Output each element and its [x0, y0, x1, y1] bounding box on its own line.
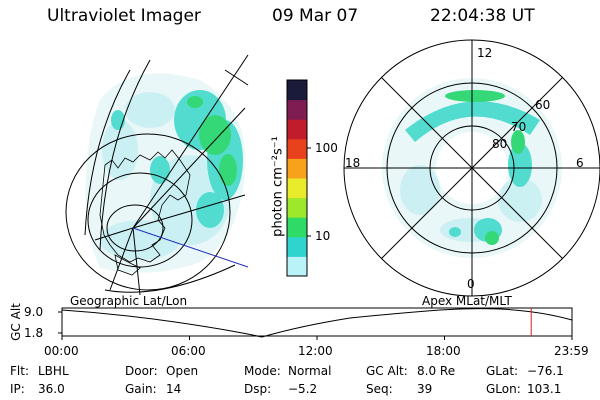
instrument-title: Ultraviolet Imager: [47, 6, 201, 26]
mlt-label-6: 6: [576, 156, 584, 170]
mlat-label-70: 70: [511, 120, 527, 134]
timeline-axis-label: GC Alt: [9, 303, 23, 341]
colorbar-tick-10: 10: [315, 229, 331, 243]
x-tick-1200: 12:00: [298, 344, 333, 358]
colorbar-cell: [287, 80, 307, 101]
gain-key: Gain:: [125, 382, 157, 396]
x-tick-1800: 18:00: [426, 344, 461, 358]
dsp-key: Dsp:: [244, 382, 272, 396]
seq-value: 39: [417, 382, 433, 396]
timeline-left-title: Geographic Lat/Lon: [70, 294, 188, 308]
date-label: 09 Mar 07: [272, 6, 359, 26]
glat-value: −76.1: [527, 364, 564, 378]
flt-value: LBHL: [38, 364, 69, 378]
colorbar-tick-100: 100: [315, 141, 338, 155]
geographic-image: [65, 54, 249, 296]
glon-value: 103.1: [527, 382, 562, 396]
glon-key: GLon:: [486, 382, 521, 396]
dsp-value: −5.2: [288, 382, 318, 396]
ip-key: IP:: [10, 382, 25, 396]
timeline-right-title: Apex MLat/MLT: [422, 294, 512, 308]
gain-value: 14: [166, 382, 182, 396]
colorbar-cell: [287, 236, 307, 257]
y-tick-1-8: 1.8: [24, 326, 44, 340]
time-label: 22:04:38 UT: [430, 6, 535, 26]
door-value: Open: [166, 364, 199, 378]
colorbar-unit-label: photon cm⁻²s⁻¹: [270, 136, 286, 237]
gc-alt-key: GC Alt:: [366, 364, 408, 378]
x-tick-2359: 23:59: [554, 344, 589, 358]
y-tick-9: 9.0: [24, 305, 44, 319]
colorbar-cell: [287, 197, 307, 218]
mlat-label-60: 60: [535, 98, 551, 112]
glat-key: GLat:: [486, 364, 519, 378]
altitude-timeline: [58, 307, 573, 340]
flt-key: Flt:: [10, 364, 29, 378]
door-key: Door:: [125, 364, 158, 378]
colorbar-cell: [287, 158, 307, 179]
ip-value: 36.0: [38, 382, 65, 396]
mlt-label-0: 0: [467, 277, 475, 291]
polar-image: [343, 39, 600, 297]
mlt-label-12: 12: [477, 46, 493, 60]
colorbar-cell: [287, 119, 307, 140]
mode-key: Mode:: [244, 364, 281, 378]
colorbar-cell: [287, 99, 307, 120]
x-tick-0000: 00:00: [44, 344, 79, 358]
mode-value: Normal: [288, 364, 332, 378]
colorbar-cell: [287, 178, 307, 199]
mlt-label-18: 18: [345, 156, 361, 170]
colorbar: [286, 79, 311, 277]
mlat-label-80: 80: [492, 137, 508, 151]
colorbar-cell: [287, 138, 307, 159]
colorbar-cell: [287, 256, 307, 277]
colorbar-cell: [287, 217, 307, 238]
x-tick-0600: 06:00: [171, 344, 206, 358]
gc-alt-value: 8.0 Re: [417, 364, 456, 378]
seq-key: Seq:: [366, 382, 393, 396]
